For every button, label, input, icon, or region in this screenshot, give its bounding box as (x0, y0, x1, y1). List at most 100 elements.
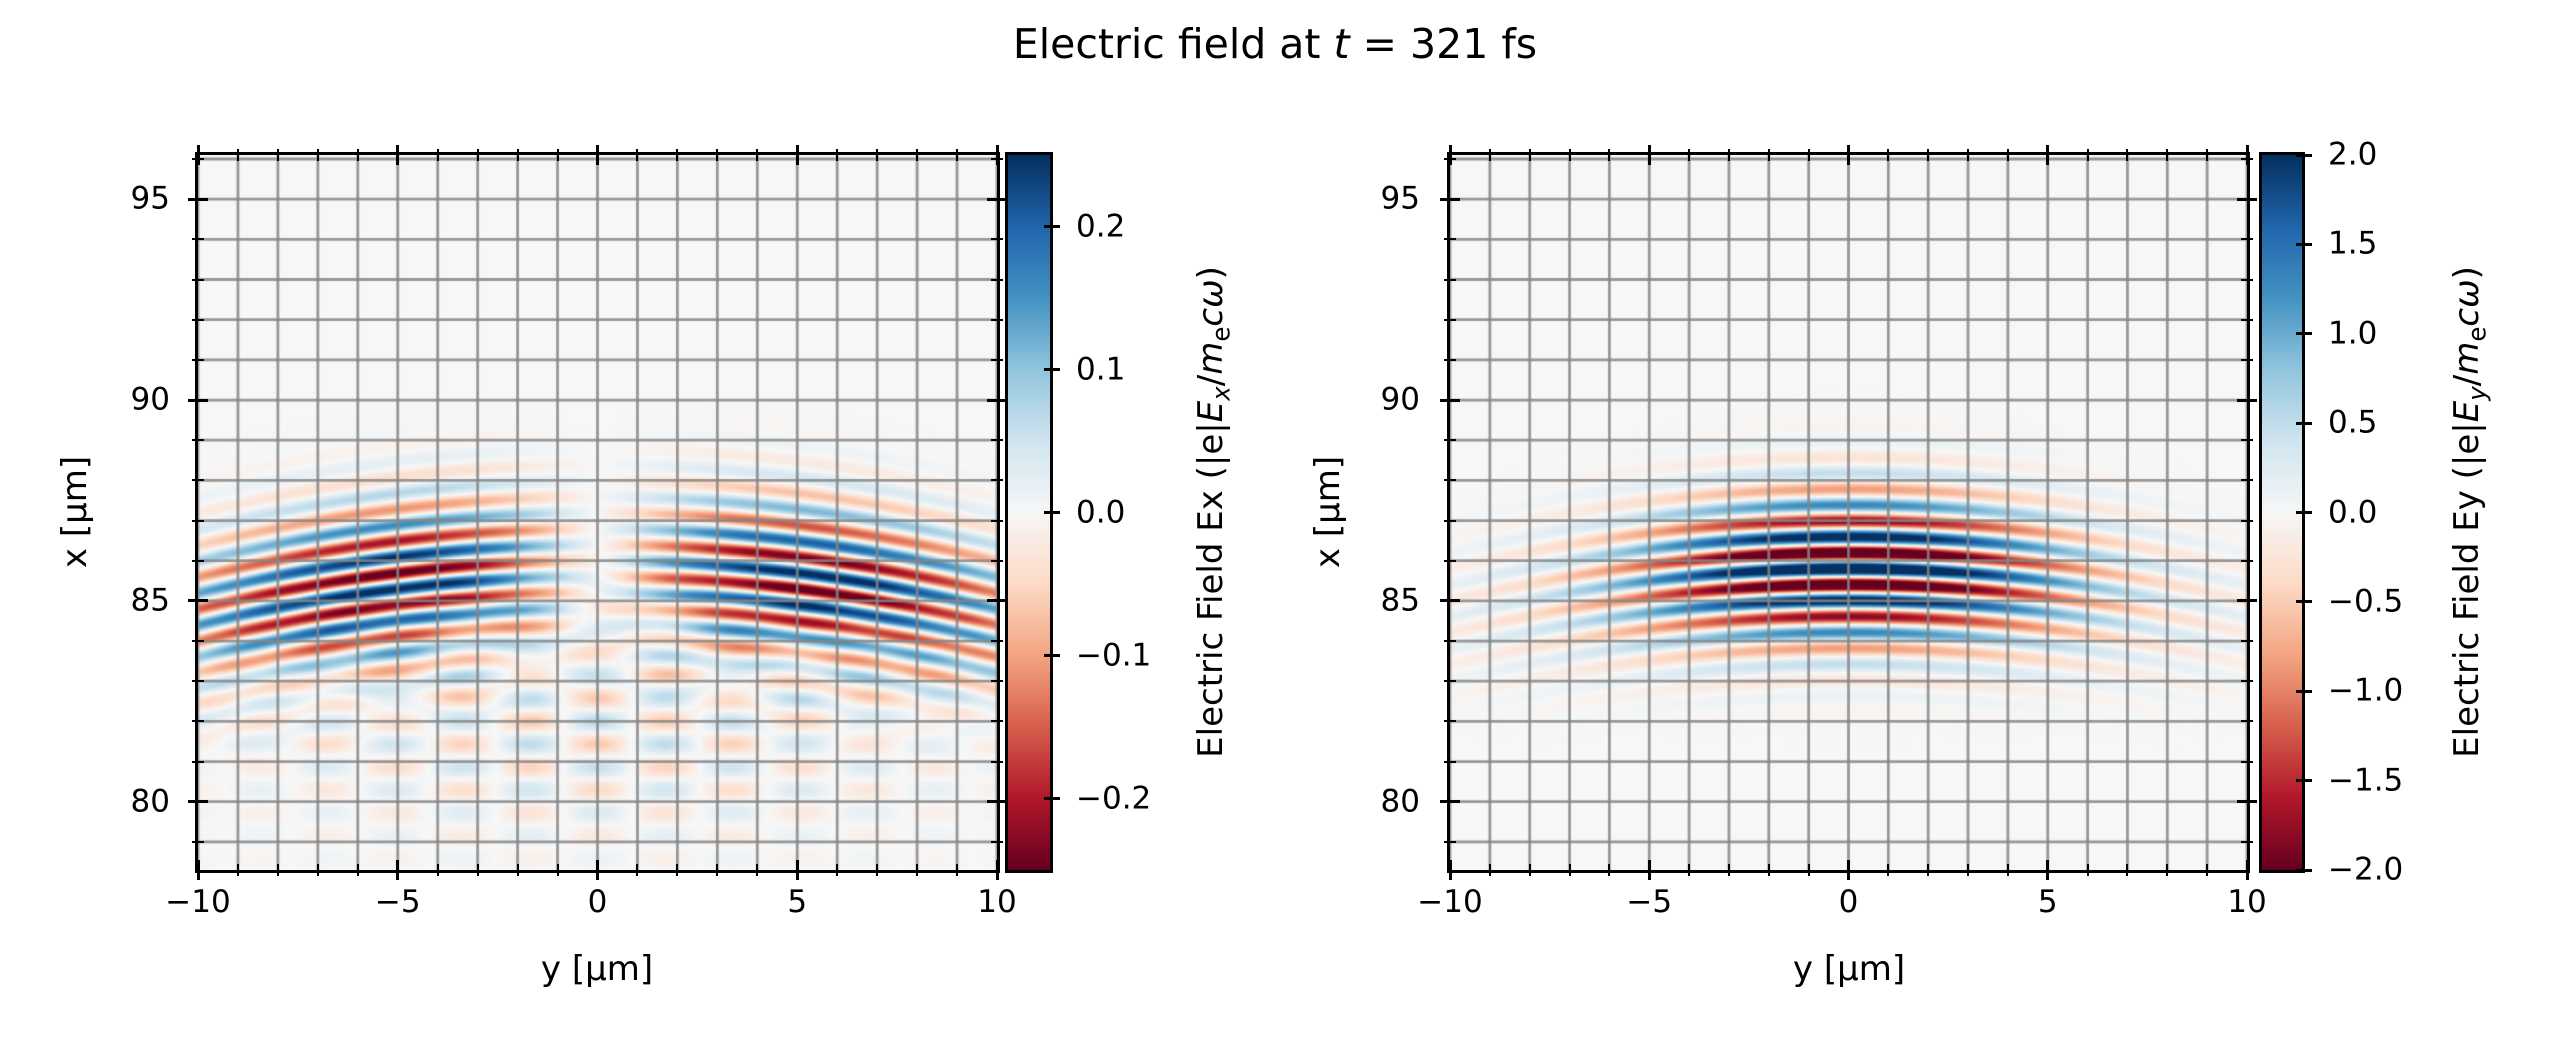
x-tick-label: 0 (587, 884, 608, 920)
y-major-tick (188, 197, 208, 201)
y-major-tick (1440, 800, 1460, 804)
x-minor-tick-top (676, 149, 679, 161)
colorbar-tick (1044, 225, 1060, 228)
x-minor-tick-top (1927, 149, 1930, 161)
x-minor-tick (1488, 864, 1491, 876)
x-minor-tick-top (1608, 149, 1611, 161)
y-minor-tick-right (991, 358, 1003, 361)
x-minor-tick-top (956, 149, 959, 161)
y-minor-tick (192, 680, 204, 683)
x-major-tick (2245, 860, 2249, 880)
y-minor-tick (1444, 158, 1456, 161)
x-major-tick-top (995, 145, 999, 165)
colorbar-tick (1044, 654, 1060, 657)
x-minor-tick-top (476, 149, 479, 161)
y-minor-tick-right (2241, 318, 2253, 321)
y-minor-tick (1444, 760, 1456, 763)
colorbar-tick-label: 0.2 (1076, 208, 1126, 245)
y-minor-tick (1444, 479, 1456, 482)
colorbar-tick-label: 1.0 (2328, 315, 2378, 352)
y-major-tick-right (987, 599, 1007, 603)
y-minor-tick-right (991, 840, 1003, 843)
y-tick-label: 80 (130, 783, 170, 820)
x-minor-tick-top (2006, 149, 2009, 161)
x-major-tick-top (1448, 145, 1452, 165)
y-tick-label: 85 (130, 582, 170, 619)
y-minor-tick (192, 840, 204, 843)
plot-ex-xaxis-label: y [μm] (540, 949, 654, 989)
x-major-tick (396, 860, 400, 880)
y-minor-tick (1444, 720, 1456, 723)
y-minor-tick (1444, 680, 1456, 683)
y-minor-tick-right (991, 439, 1003, 442)
x-minor-tick (1568, 864, 1571, 876)
y-minor-tick-right (991, 158, 1003, 161)
colorbar-tick-label: 0.0 (2328, 494, 2378, 531)
x-minor-tick-top (2166, 149, 2169, 161)
x-minor-tick (1967, 864, 1970, 876)
y-major-tick (188, 398, 208, 402)
x-tick-label: −5 (1626, 884, 1673, 920)
x-minor-tick (276, 864, 279, 876)
y-tick-label: 80 (1380, 783, 1420, 820)
x-tick-label: 5 (2037, 884, 2058, 920)
x-minor-tick (1528, 864, 1531, 876)
x-minor-tick (516, 864, 519, 876)
x-minor-tick-top (1767, 149, 1770, 161)
x-minor-tick (716, 864, 719, 876)
y-minor-tick-right (991, 760, 1003, 763)
colorbar-tick (1044, 368, 1060, 371)
x-minor-tick-top (1488, 149, 1491, 161)
y-minor-tick-right (2241, 760, 2253, 763)
x-minor-tick-top (316, 149, 319, 161)
heatmap-ey-canvas (1450, 155, 2247, 870)
x-major-tick (995, 860, 999, 880)
colorbar-tick (2296, 332, 2312, 336)
y-minor-tick (192, 760, 204, 763)
y-minor-tick-right (2241, 640, 2253, 643)
x-minor-tick-top (756, 149, 759, 161)
x-minor-tick-top (556, 149, 559, 161)
colorbar-tick-label: −0.1 (1076, 637, 1152, 674)
x-minor-tick-top (516, 149, 519, 161)
x-minor-tick-top (1528, 149, 1531, 161)
y-tick-label: 95 (130, 180, 170, 217)
colorbar-ex-canvas (1008, 155, 1050, 870)
x-minor-tick (2166, 864, 2169, 876)
y-major-tick-right (2237, 197, 2257, 201)
y-minor-tick-right (991, 519, 1003, 522)
x-minor-tick (1727, 864, 1730, 876)
y-minor-tick (192, 278, 204, 281)
colorbar-tick-label: 0.1 (1076, 351, 1126, 388)
x-major-tick (795, 860, 799, 880)
x-minor-tick (356, 864, 359, 876)
y-minor-tick-right (2241, 158, 2253, 161)
y-minor-tick (192, 318, 204, 321)
x-minor-tick (2086, 864, 2089, 876)
x-minor-tick (876, 864, 879, 876)
x-minor-tick-top (1967, 149, 1970, 161)
y-minor-tick-right (2241, 680, 2253, 683)
y-minor-tick-right (2241, 358, 2253, 361)
x-minor-tick-top (1688, 149, 1691, 161)
x-minor-tick (1608, 864, 1611, 876)
plot-ey-xaxis-label: y [μm] (1792, 949, 1906, 989)
y-minor-tick-right (991, 640, 1003, 643)
y-minor-tick-right (2241, 439, 2253, 442)
x-minor-tick-top (276, 149, 279, 161)
x-tick-label: 10 (977, 884, 1017, 920)
x-minor-tick-top (236, 149, 239, 161)
x-major-tick-top (2046, 145, 2050, 165)
colorbar-ey-label: Electric Field Ey (|e|Ey/mecω) (2446, 266, 2492, 758)
y-minor-tick (192, 479, 204, 482)
colorbar-tick-label: −1.0 (2328, 672, 2404, 709)
x-minor-tick-top (2126, 149, 2129, 161)
x-minor-tick-top (1887, 149, 1890, 161)
x-major-tick (1847, 860, 1850, 880)
colorbar-tick (2296, 421, 2312, 425)
heatmap-ex-canvas (198, 155, 997, 870)
x-minor-tick (316, 864, 319, 876)
y-minor-tick (192, 158, 204, 161)
colorbar-tick-label: −0.2 (1076, 780, 1152, 817)
y-minor-tick-right (991, 318, 1003, 321)
